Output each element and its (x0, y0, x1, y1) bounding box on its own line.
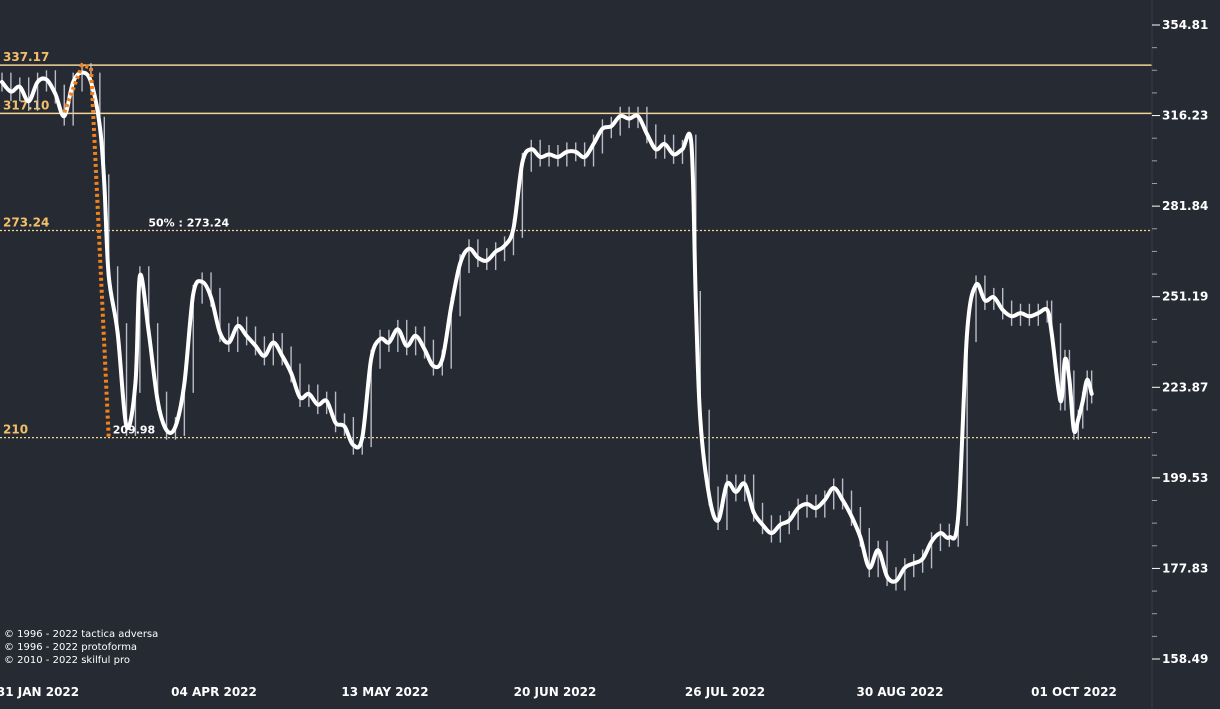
x-tick-label: 20 JUN 2022 (514, 685, 597, 699)
y-tick-label: 177.83 (1162, 561, 1208, 575)
y-axis: 354.81 316.23 281.84 251.19 223.87 199.53 177.… (1152, 18, 1208, 666)
y-tick-label: 316.23 (1162, 109, 1208, 123)
projection-line (62, 62, 111, 438)
projection-path (62, 62, 111, 438)
y-tick-label: 251.19 (1162, 290, 1208, 304)
x-tick-label: 13 MAY 2022 (341, 685, 428, 699)
level-label: 337.17 (3, 50, 49, 64)
x-tick-label: 26 JUL 2022 (685, 685, 765, 699)
x-tick-label: 31 JAN 2022 (0, 685, 79, 699)
x-tick-label: 01 OCT 2022 (1031, 685, 1117, 699)
level-label: 273.24 (3, 216, 49, 230)
x-tick-label: 04 APR 2022 (171, 685, 257, 699)
y-tick-label: 199.53 (1162, 471, 1208, 485)
level-label: 210 (3, 423, 28, 437)
copyright-line: © 1996 - 2022 tactica adversa (4, 629, 159, 640)
price-series-line (0, 70, 1094, 584)
x-axis: 31 JAN 2022 04 APR 2022 13 MAY 2022 20 JUN … (0, 685, 1117, 699)
annotation-label: 209.98 (113, 424, 155, 437)
y-tick-label: 158.49 (1162, 652, 1208, 666)
annotation-label: 50% : 273.24 (148, 217, 229, 230)
copyright-block: © 1996 - 2022 tactica adversa © 1996 - 2… (4, 628, 158, 667)
y-tick-label: 223.87 (1162, 380, 1208, 394)
y-tick-label: 281.84 (1162, 199, 1208, 213)
y-tick-label: 354.81 (1162, 18, 1208, 32)
copyright-line: © 2010 - 2022 skilful pro (4, 655, 130, 666)
price-line (0, 70, 1094, 584)
copyright-line: © 1996 - 2022 protoforma (4, 642, 138, 653)
x-tick-label: 30 AUG 2022 (857, 685, 944, 699)
annotations: 50% : 273.24 209.98 (113, 217, 230, 437)
